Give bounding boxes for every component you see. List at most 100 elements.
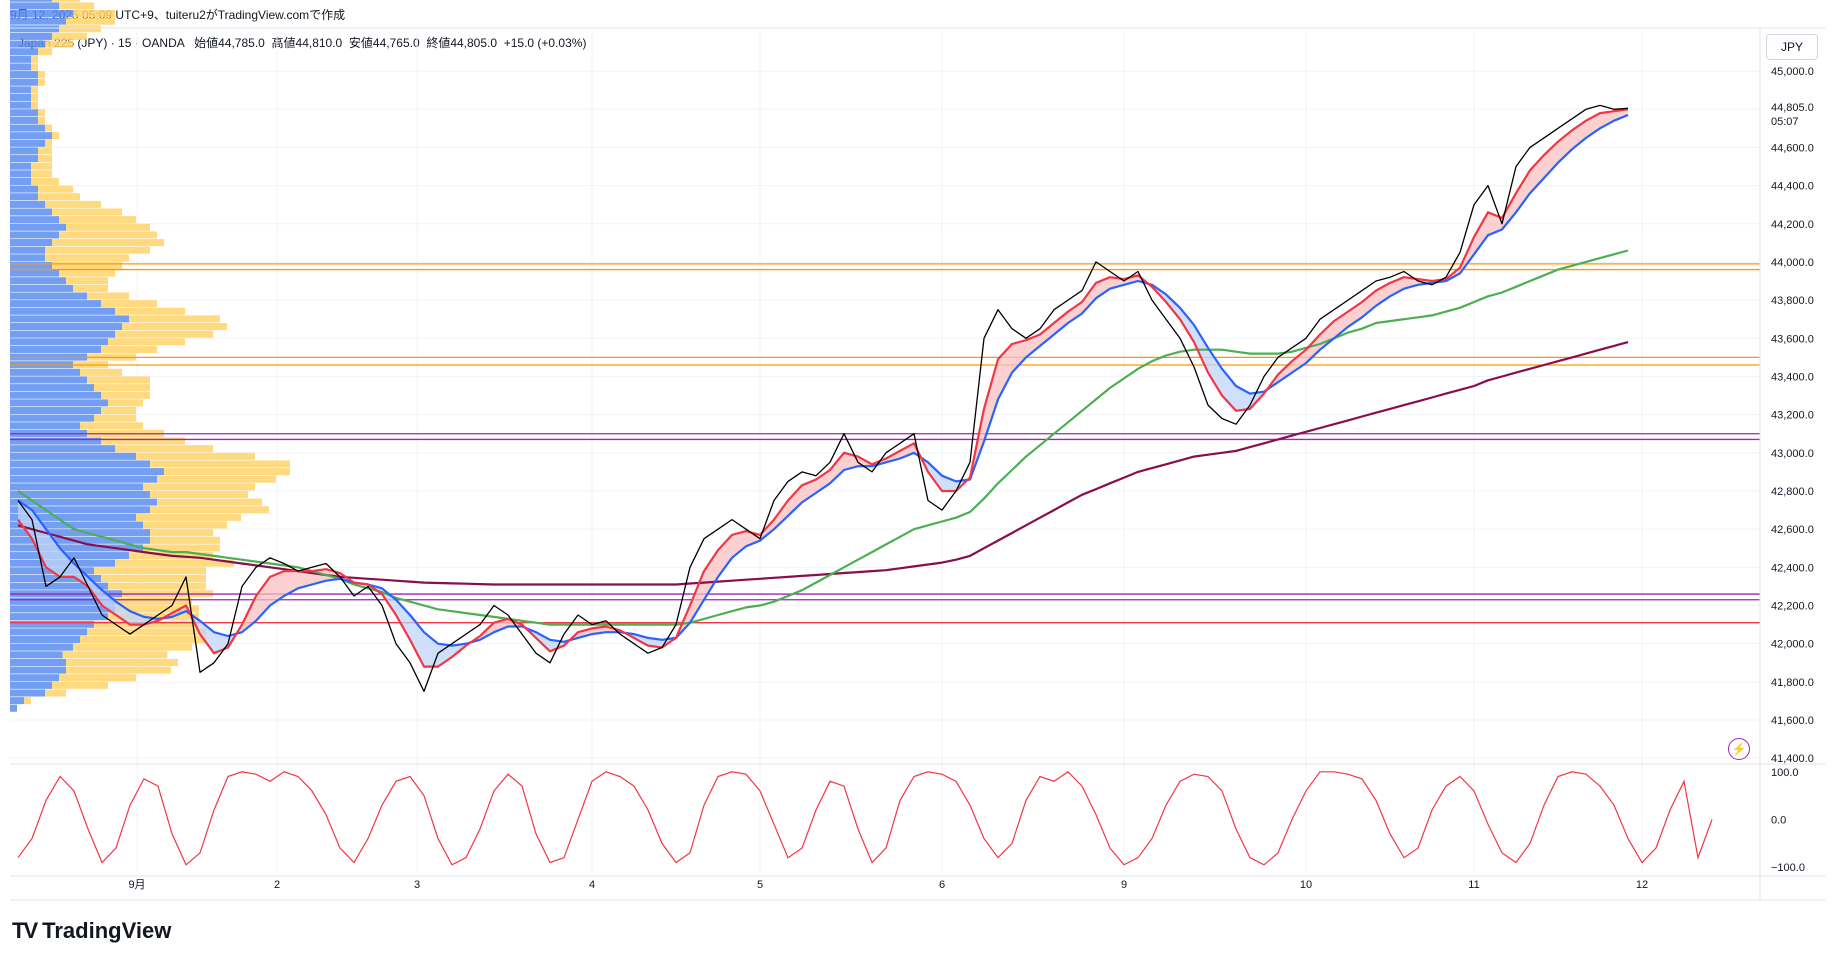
volume-bar-sell [31,177,59,186]
cloud-segment-bull [1614,109,1628,121]
volume-bar-buy [10,2,59,10]
volume-bar-sell [129,315,220,323]
cloud-segment-bear [130,611,144,625]
volume-bar-buy [10,468,164,476]
price-tick-label: 43,400.0 [1771,371,1814,383]
volume-bar-buy [10,55,31,63]
volume-bar-buy [10,254,45,262]
close-label: 終値 [426,36,451,50]
volume-bar-buy [10,498,157,506]
volume-bar-sell [143,544,220,552]
volume-bar-buy [10,368,80,376]
volume-bar-sell [38,116,45,124]
lightning-icon[interactable]: ⚡ [1728,738,1750,760]
volume-bar-buy [10,315,129,323]
volume-bar-sell [31,101,38,109]
volume-bar-sell [122,323,227,331]
volume-bar-buy [10,208,52,216]
ema-slow-line [17,249,1629,626]
bar-countdown: 05:07 [1771,116,1799,129]
time-axis[interactable]: 9月 2 3 4 5 6 9 10 11 12 [128,879,1648,891]
cloud-segment-bull [830,452,844,484]
volume-bar-sell [101,300,157,308]
volume-bar-buy [10,139,45,147]
volume-bar-buy [10,155,38,163]
volume-bar-buy [10,124,45,132]
cloud-segment-bear [942,475,956,491]
price-tick-label: 44,200.0 [1771,219,1814,231]
volume-bar-sell [157,475,276,483]
volume-bar-buy [10,445,115,453]
volume-bar-buy [10,399,108,407]
volume-bar-buy [10,63,31,71]
price-tick-label: 43,600.0 [1771,333,1814,345]
volume-bar-sell [101,437,185,445]
volume-bar-buy [10,345,101,353]
cloud-segment-bull [1600,111,1614,129]
volume-bar-sell [38,155,52,163]
volume-bar-buy [10,475,157,483]
volume-bar-sell [52,132,59,140]
cloud-segment-bear [46,529,60,577]
volume-bar-buy [10,193,38,201]
change-value: +15.0 (+0.03%) [503,36,587,50]
cloud-segment-bull [1054,311,1068,335]
volume-bar-buy [10,185,38,193]
volume-bar-sell [115,597,192,605]
cloud-segment-bear [1208,347,1222,396]
volume-bar-buy [10,636,80,644]
open-label: 始値 [194,36,219,50]
volume-bar-sell [31,86,38,94]
volume-bar-sell [164,468,290,476]
volume-bar-sell [80,636,206,644]
volume-bar-sell [31,55,38,63]
volume-bar-buy [10,483,143,491]
price-tick-label: 42,000.0 [1771,639,1814,651]
cloud-segment-bear [116,601,130,625]
volume-bar-buy [10,323,122,331]
oscillator-tick-label: 0.0 [1771,815,1786,827]
volume-bar-buy [10,48,38,56]
volume-bar-sell [59,269,115,277]
oscillator-pane [17,771,1713,866]
volume-bar-sell [38,71,45,79]
volume-bar-buy [10,10,73,18]
volume-bar-sell [59,231,157,239]
volume-bar-sell [94,384,150,392]
cloud-segment-bull [774,500,788,530]
volume-bar-buy [10,384,94,392]
price-tick-label: 43,200.0 [1771,410,1814,422]
ema-long-line [17,341,1629,586]
volume-bar-sell [66,666,171,674]
volume-bar-sell [52,681,108,689]
time-tick-label: 9 [1121,879,1127,891]
volume-bar-sell [52,239,164,247]
volume-bar-buy [10,620,94,628]
open-value: 44,785.0 [218,36,265,50]
volume-bar-buy [10,574,101,582]
horizontal-levels [10,263,1760,624]
price-axis[interactable]: 45,000.044,800.044,600.044,400.044,200.0… [1771,66,1814,765]
volume-bar-sell [66,658,178,666]
oscillator-axis[interactable]: 100.0 0.0 −100.0 [1771,767,1805,874]
volume-bar-buy [10,292,87,300]
volume-bar-sell [38,109,45,117]
volume-bar-sell [52,208,122,216]
volume-bar-sell [73,284,108,292]
volume-bar-buy [10,147,38,155]
volume-bar-sell [45,40,73,48]
volume-bar-sell [115,559,234,567]
time-tick-label: 4 [589,879,595,891]
cloud-segment-bull [704,550,718,600]
volume-bar-sell [45,200,101,208]
currency-button[interactable]: JPY [1766,34,1818,60]
cloud-segment-bull [1082,282,1096,314]
volume-bar-buy [10,330,115,338]
volume-bar-buy [10,269,59,277]
cloud-segment-bull [1488,212,1502,236]
volume-bar-buy [10,452,136,460]
volume-bar-sell [38,185,73,193]
volume-bar-sell [45,139,52,147]
price-tick-label: 42,400.0 [1771,562,1814,574]
